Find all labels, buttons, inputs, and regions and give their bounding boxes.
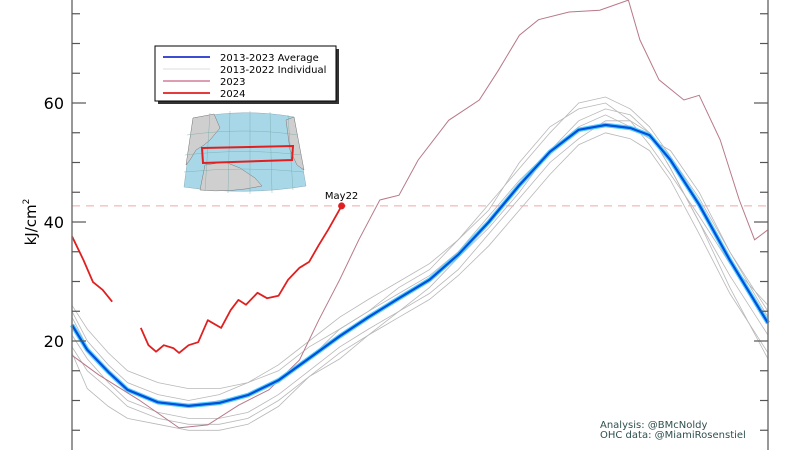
individual-series-group	[71, 96, 769, 431]
credit-data: OHC data: @MiamiRosenstiel	[600, 430, 746, 441]
map-graticule	[183, 110, 305, 194]
average-line-glow	[70, 122, 770, 409]
y-tick-label: 60	[44, 94, 64, 113]
series-2023-group	[71, 0, 769, 429]
series-2023-line	[71, 0, 769, 429]
latest-point-label: May22	[325, 191, 358, 202]
legend-label: 2023	[220, 77, 245, 88]
map-land-africa	[285, 116, 305, 171]
individual-series-line-1	[71, 96, 769, 401]
y-tick-label: 20	[44, 332, 64, 351]
average-line	[71, 123, 769, 407]
map-land-north-america	[185, 113, 221, 166]
legend-label: 2024	[220, 89, 245, 100]
y-axis-label-sup: 2	[22, 199, 32, 205]
individual-series-line-5	[71, 108, 769, 431]
series-2024-group	[71, 205, 343, 354]
latest-point-marker	[338, 202, 346, 210]
y-axis-label: kJ/cm2	[22, 199, 40, 246]
individual-series-line-4	[71, 132, 769, 425]
legend-label: 2013-2022 Individual	[220, 65, 326, 76]
map-region-box	[200, 144, 295, 165]
individual-series-line-2	[71, 120, 769, 419]
y-axis-label-main: kJ/cm	[22, 204, 40, 245]
legend-label: 2013-2023 Average	[220, 53, 319, 64]
region-map-inset	[183, 110, 307, 194]
axes-group: 20 40 60	[44, 0, 769, 450]
y-tick-label: 40	[44, 213, 64, 232]
average-series-group	[70, 122, 770, 409]
credit-analysis: Analysis: @BMcNoldy	[600, 420, 707, 431]
legend-box	[154, 45, 337, 102]
series-2024-line	[71, 205, 343, 354]
individual-series-line-3	[71, 114, 769, 389]
